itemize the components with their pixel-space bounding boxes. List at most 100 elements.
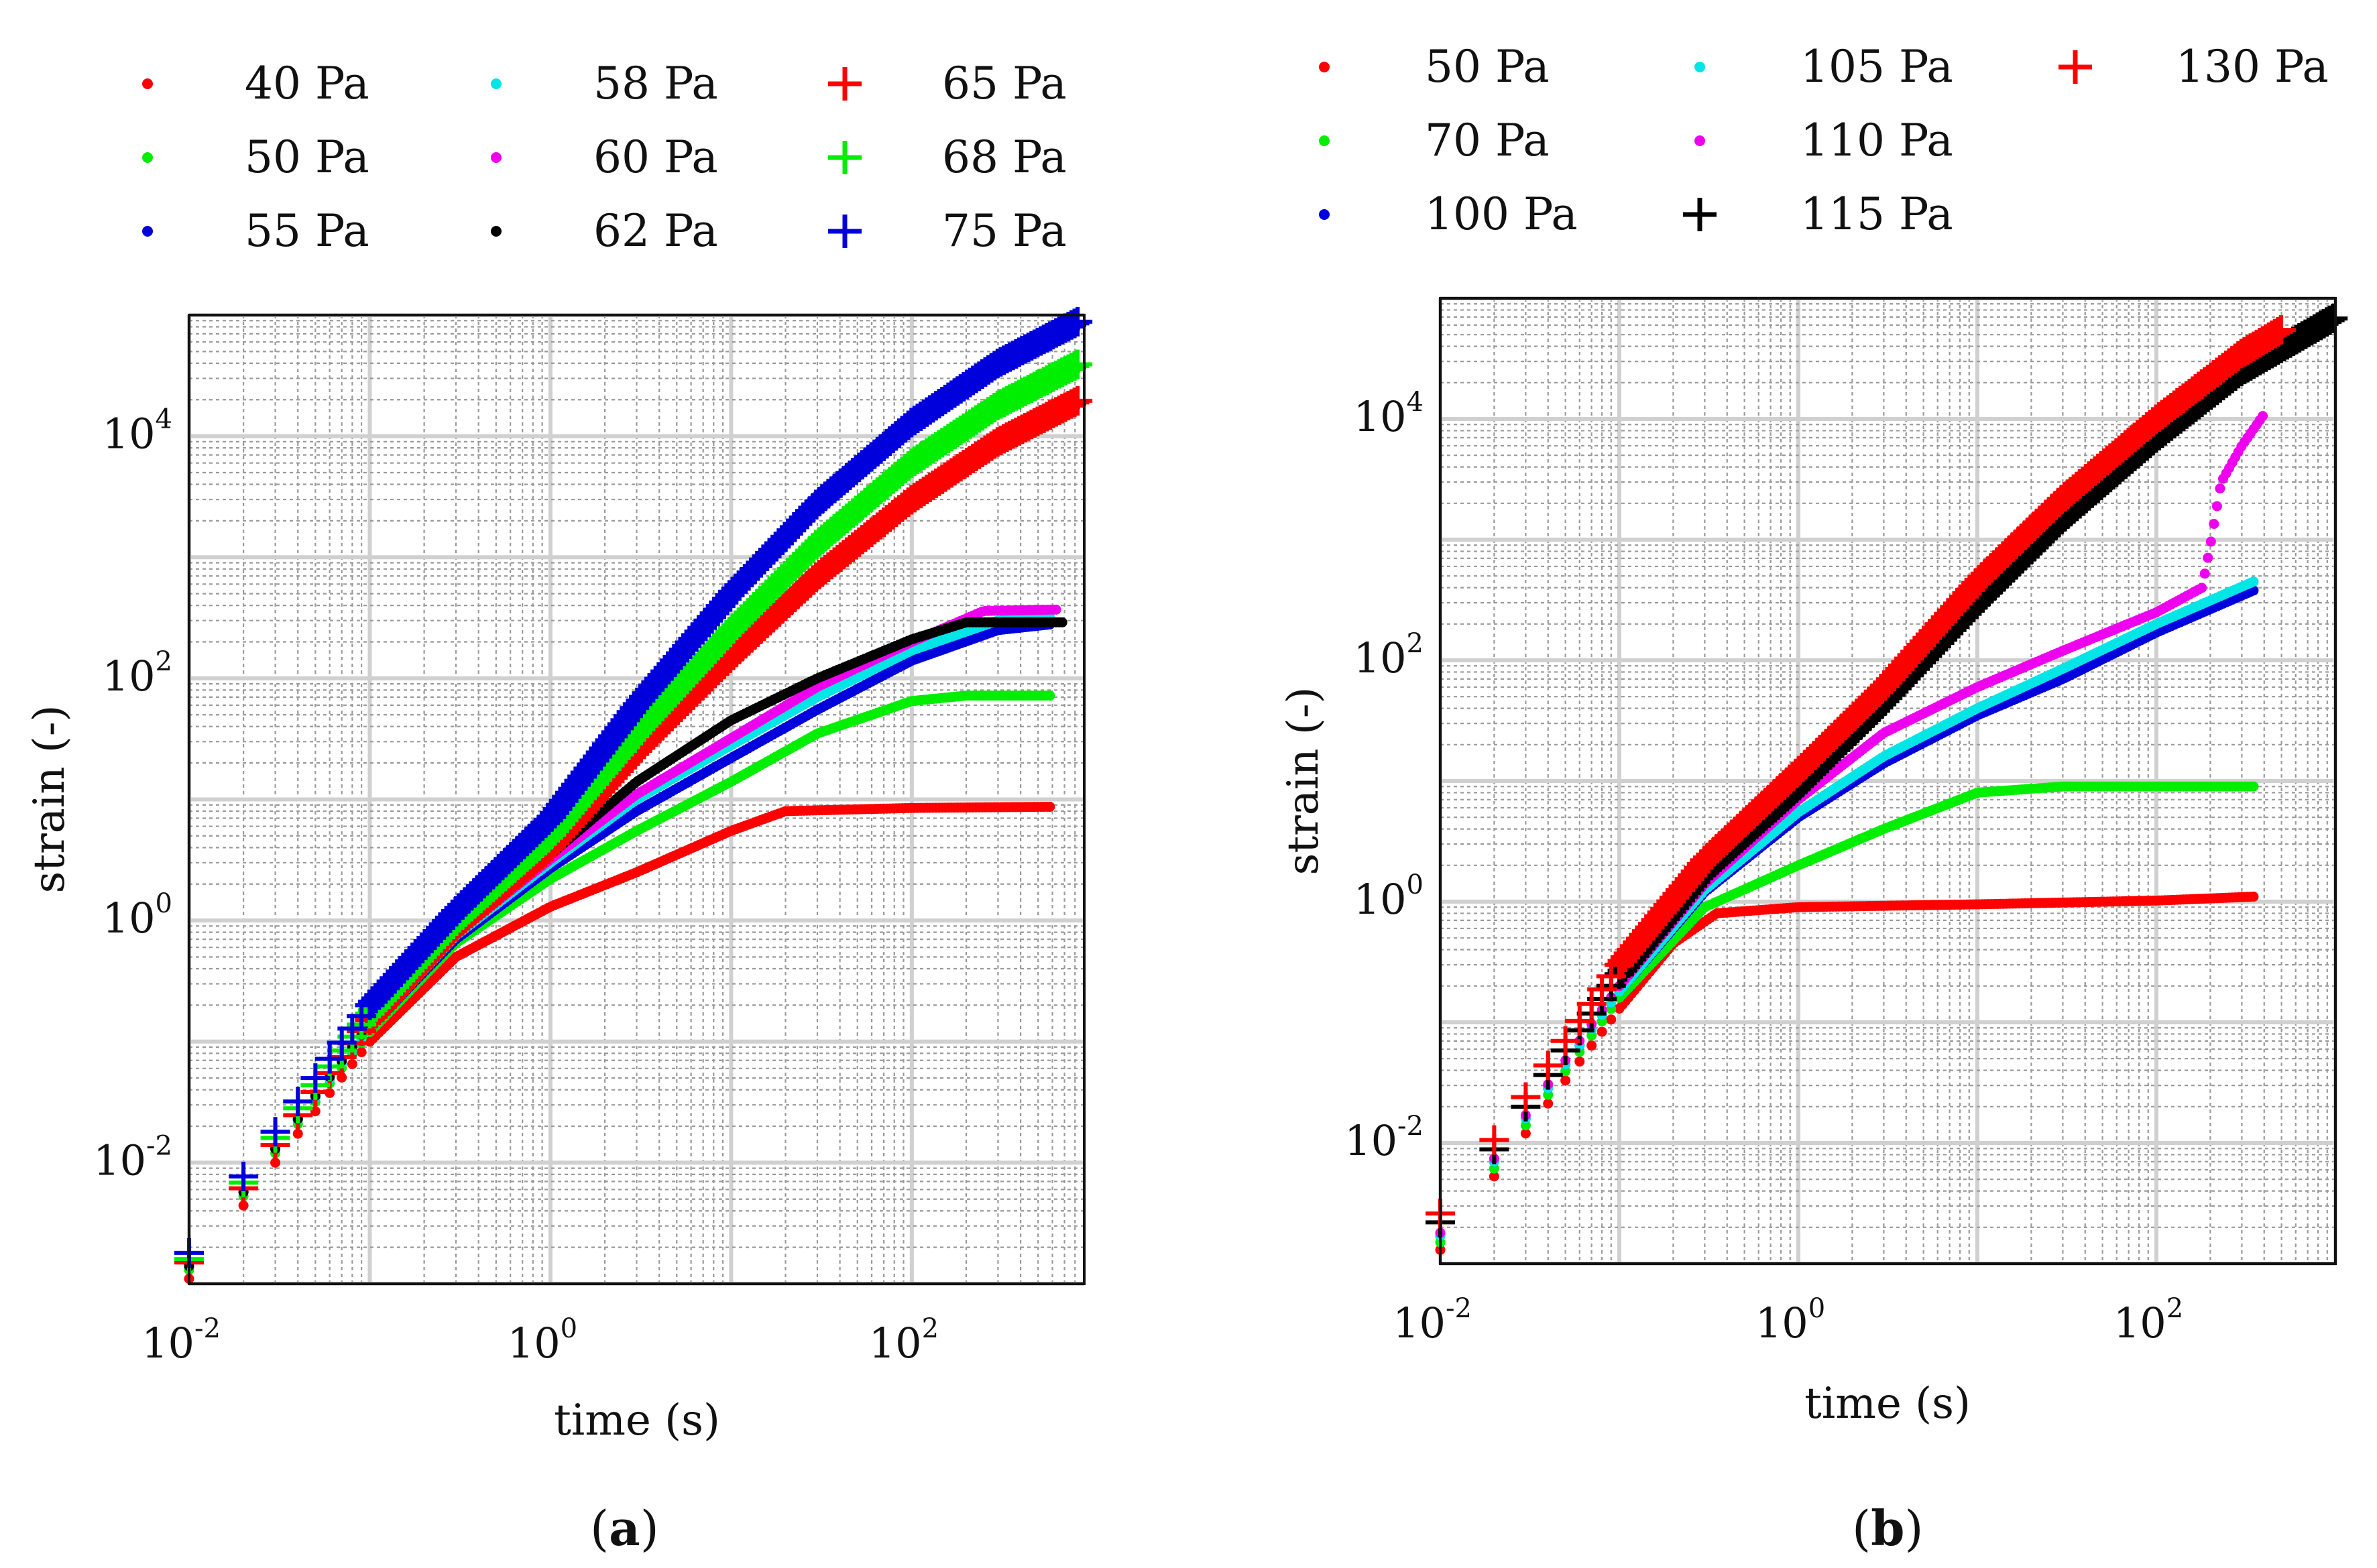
legend-item: 55 Pa <box>142 205 369 257</box>
legend-label: 68 Pa <box>942 131 1067 183</box>
x-tick-label: 10-2 <box>1393 1293 1472 1347</box>
legend-item: 58 Pa <box>491 58 718 109</box>
y-tick-label: 102 <box>1354 628 1424 682</box>
panel-label-open: ( <box>590 1500 609 1557</box>
data-point-plus <box>1063 306 1093 337</box>
data-point <box>1057 617 1067 627</box>
legend-item: 130 Pa <box>2059 41 2329 93</box>
legend-marker-dot <box>1319 135 1330 146</box>
data-point <box>2215 483 2225 494</box>
data-point <box>1051 604 1061 615</box>
data-point-plus <box>314 1044 345 1074</box>
y-tick-label: 10-2 <box>93 1130 172 1185</box>
data-point-plus <box>229 1161 259 1191</box>
data-point <box>1606 1014 1617 1025</box>
series-40-pa <box>184 801 1055 1284</box>
legend-label: 40 Pa <box>245 58 369 109</box>
series-55-pa <box>184 619 1055 1272</box>
data-point <box>310 1106 321 1117</box>
legend-item: 50 Pa <box>1319 41 1550 93</box>
y-tick-label: 104 <box>103 404 172 459</box>
legend-marker-dot <box>491 78 502 89</box>
data-point <box>1597 1026 1607 1037</box>
y-tick-exponent: 2 <box>156 646 172 677</box>
plot-frame <box>188 314 1086 1285</box>
x-tick-label: 102 <box>869 1313 939 1368</box>
legend-item: 62 Pa <box>491 205 718 257</box>
x-tick-exponent: 0 <box>1808 1293 1825 1324</box>
data-point-plus <box>283 1087 313 1117</box>
legend-marker-plus <box>2059 50 2092 84</box>
legend-label: 115 Pa <box>1800 188 1953 240</box>
legend-item: 100 Pa <box>1319 188 1578 240</box>
legend-label: 60 Pa <box>593 131 718 183</box>
y-axis-label: strain (-) <box>25 705 74 894</box>
y-tick-label: 102 <box>103 646 172 701</box>
panel-label-close: ) <box>640 1500 659 1557</box>
x-tick-exponent: 2 <box>922 1313 939 1344</box>
data-point <box>1586 1040 1597 1051</box>
data-point <box>1560 1075 1571 1086</box>
grid <box>187 313 1086 1286</box>
y-tick-label: 10-2 <box>1344 1111 1424 1165</box>
data-point <box>2199 568 2210 579</box>
data-point <box>1574 1057 1585 1067</box>
legend-marker-plus <box>828 141 862 174</box>
legend-marker-plus <box>828 215 862 248</box>
x-axis-label: time (s) <box>554 1396 720 1445</box>
data-point <box>2197 583 2207 593</box>
y-tick-exponent: 2 <box>1407 628 1424 659</box>
data-point-plus <box>1063 349 1093 379</box>
legend: 50 Pa 70 Pa 100 Pa 105 Pa 110 Pa 115 Pa 130 Pa <box>1319 41 2329 240</box>
data-point <box>2205 536 2216 547</box>
legend-label: 70 Pa <box>1425 115 1550 166</box>
x-tick-label: 10-2 <box>141 1313 221 1368</box>
legend-marker-dot <box>142 78 153 89</box>
data-point <box>2248 577 2259 587</box>
data-point <box>2248 892 2259 902</box>
legend-item: 40 Pa <box>142 58 369 109</box>
series-75-pa <box>174 306 1093 1268</box>
y-tick-label: 100 <box>1354 869 1424 924</box>
x-tick-label: 102 <box>2113 1293 2183 1347</box>
x-tick-exponent: 0 <box>561 1313 577 1344</box>
legend-label: 105 Pa <box>1800 41 1953 93</box>
legend-marker-dot <box>1694 135 1705 146</box>
data-point <box>292 1128 303 1139</box>
legend-label: 100 Pa <box>1425 188 1578 240</box>
chart-panel-a: 10-2 100 102 10-2 100 102 104 time (s) strain (-… <box>25 58 1093 1557</box>
data-point <box>1045 690 1055 701</box>
y-tick-label: 100 <box>103 888 172 943</box>
legend-item: 65 Pa <box>828 58 1067 109</box>
legend-marker-dot <box>1694 62 1705 72</box>
data-point <box>2258 411 2268 422</box>
y-tick-label: 104 <box>1354 387 1424 441</box>
series-70-pa <box>1435 781 2259 1248</box>
data-point <box>1489 1171 1499 1182</box>
legend-marker-dot <box>142 226 153 237</box>
x-tick-label: 100 <box>1755 1293 1825 1347</box>
data-point <box>1045 801 1055 812</box>
chart-panel-b: 10-2 100 102 10-2 100 102 104 time (s) strain (-… <box>1279 41 2348 1557</box>
panel-label-letter: b <box>1871 1500 1904 1557</box>
x-tick-exponent: 2 <box>2166 1293 2183 1324</box>
legend-marker-dot <box>491 226 502 237</box>
y-tick-exponent: 4 <box>156 404 172 435</box>
data-point-plus <box>300 1063 331 1093</box>
legend-item: 68 Pa <box>828 131 1067 183</box>
x-tick-exponent: -2 <box>1446 1293 1472 1324</box>
y-axis-label: strain (-) <box>1279 687 1328 876</box>
legend-label: 50 Pa <box>1425 41 1550 93</box>
data-point <box>2209 518 2219 529</box>
data-point <box>238 1200 249 1211</box>
x-axis-label: time (s) <box>1804 1379 1971 1429</box>
legend-label: 75 Pa <box>942 205 1067 257</box>
data-point <box>356 1047 367 1058</box>
legend-label: 130 Pa <box>2176 41 2329 93</box>
series-115-pa <box>1426 304 2348 1238</box>
legend-item: 75 Pa <box>828 205 1067 257</box>
legend-item: 110 Pa <box>1694 115 1953 166</box>
data-point <box>347 1059 357 1069</box>
legend-marker-dot <box>1319 209 1330 220</box>
legend-label: 62 Pa <box>593 205 718 257</box>
